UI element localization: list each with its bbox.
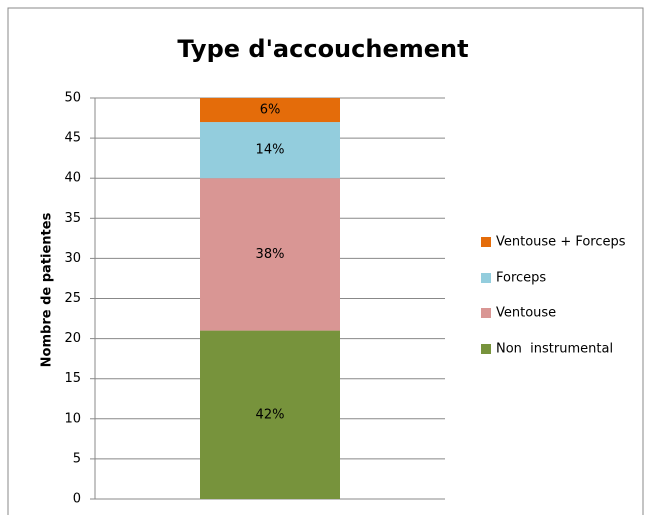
- bar-segment: [200, 330, 340, 499]
- legend-swatch: [481, 237, 491, 247]
- y-tick-label: 10: [64, 411, 81, 426]
- y-tick-label: 25: [64, 291, 81, 306]
- bar-segment: [200, 98, 340, 123]
- data-label: 42%: [256, 407, 285, 422]
- chart-title: Type d'accouchement: [177, 35, 468, 63]
- y-axis-label: Nombre de patientes: [40, 212, 55, 367]
- y-tick-label: 45: [64, 131, 81, 146]
- y-tick-label: 0: [73, 492, 81, 507]
- bar-segment: [200, 122, 340, 179]
- y-tick-label: 50: [64, 91, 81, 106]
- legend-label: Non instrumental: [496, 342, 613, 357]
- data-label: 14%: [256, 143, 285, 158]
- legend-swatch: [481, 273, 491, 283]
- data-label: 6%: [260, 103, 281, 118]
- legend-swatch: [481, 344, 491, 354]
- y-tick-label: 15: [64, 371, 81, 386]
- y-tick-label: 40: [64, 171, 81, 186]
- y-tick-label: 35: [64, 211, 81, 226]
- legend-label: Ventouse: [496, 306, 556, 321]
- legend-label: Ventouse + Forceps: [496, 235, 626, 250]
- y-tick-label: 30: [64, 251, 81, 266]
- legend-label: Forceps: [496, 271, 546, 286]
- legend-swatch: [481, 308, 491, 318]
- y-tick-label: 20: [64, 331, 81, 346]
- bar-segment: [200, 178, 340, 331]
- y-tick-label: 5: [73, 451, 81, 466]
- data-label: 38%: [256, 247, 285, 262]
